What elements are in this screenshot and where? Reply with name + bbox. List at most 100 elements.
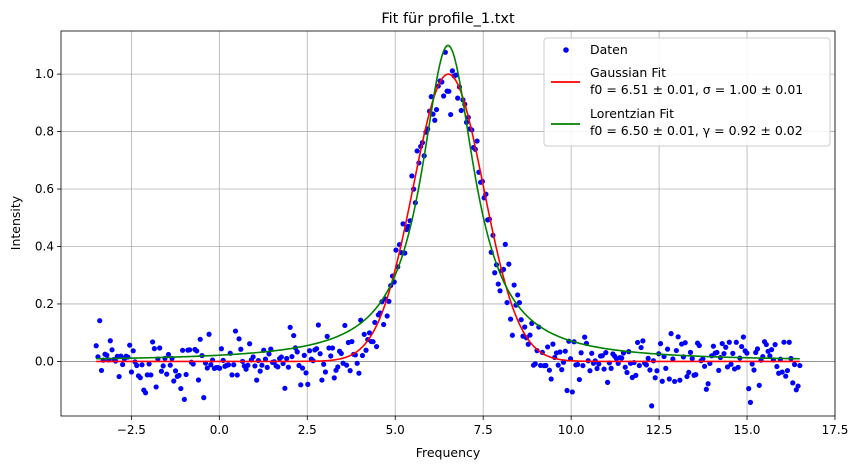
data-point — [643, 362, 649, 368]
data-point — [569, 389, 575, 395]
data-point — [151, 346, 157, 352]
data-point — [299, 365, 306, 371]
y-tick-label: 0.6 — [35, 182, 54, 196]
data-point — [303, 370, 309, 376]
data-point — [580, 362, 586, 369]
data-point — [381, 321, 387, 328]
data-point — [247, 341, 253, 347]
legend-label: Lorentzian Fit — [590, 106, 674, 121]
data-point — [164, 371, 170, 377]
data-point — [751, 367, 757, 373]
data-point — [636, 362, 642, 369]
data-point — [749, 361, 755, 367]
data-point — [747, 399, 754, 405]
legend-label: Daten — [590, 42, 628, 57]
legend-label: Gaussian Fit — [590, 65, 666, 80]
data-point — [153, 384, 159, 390]
data-point — [545, 344, 551, 350]
data-point — [730, 350, 736, 356]
data-point — [562, 348, 568, 354]
data-point — [543, 362, 549, 369]
data-point — [516, 300, 523, 306]
data-point — [756, 382, 762, 388]
data-point — [474, 138, 480, 144]
plot-area — [93, 44, 803, 409]
data-point — [605, 379, 611, 385]
data-point — [664, 346, 671, 352]
data-point — [236, 336, 242, 342]
data-point — [317, 351, 323, 357]
data-point — [255, 357, 262, 364]
data-point — [453, 72, 459, 78]
data-point — [232, 328, 239, 334]
data-point — [508, 316, 514, 322]
data-point — [633, 372, 639, 378]
data-point — [314, 346, 320, 352]
x-tick-label: −2.5 — [117, 423, 146, 437]
data-point — [703, 386, 709, 392]
data-point — [559, 367, 565, 373]
data-point — [366, 330, 373, 336]
data-point — [254, 377, 260, 383]
data-point — [578, 350, 584, 356]
data-point — [284, 355, 290, 362]
data-point — [587, 368, 593, 374]
data-point — [603, 350, 609, 356]
data-point — [208, 362, 214, 368]
data-point — [492, 270, 498, 276]
data-point — [601, 366, 607, 372]
data-point — [361, 331, 367, 337]
data-point — [710, 343, 717, 349]
data-point — [640, 338, 646, 344]
legend-sublabel: f0 = 6.51 ± 0.01, σ = 1.00 ± 0.01 — [590, 82, 803, 97]
data-point — [150, 339, 156, 345]
data-point — [335, 364, 341, 370]
data-point — [245, 362, 251, 368]
data-point — [409, 173, 415, 179]
data-point — [705, 381, 711, 387]
data-point — [433, 107, 440, 113]
data-point — [701, 363, 708, 369]
data-point — [194, 348, 200, 354]
data-point — [515, 292, 521, 298]
data-point — [167, 362, 173, 368]
data-point — [301, 352, 307, 358]
data-point — [446, 88, 452, 94]
x-axis: −2.5 0.0 2.5 5.0 7.5 10.0 12.5 15.0 17.5 — [117, 416, 848, 437]
data-point — [278, 354, 284, 360]
data-point — [575, 361, 581, 368]
data-point — [218, 346, 224, 352]
y-axis: 0.0 0.2 0.4 0.6 0.8 1.0 — [35, 67, 61, 368]
x-tick-label: 0.0 — [210, 423, 229, 437]
data-point — [264, 364, 270, 371]
data-point — [726, 339, 732, 345]
data-point — [118, 353, 124, 359]
data-point — [791, 361, 798, 368]
data-point — [234, 372, 240, 378]
data-point — [624, 369, 630, 376]
data-point — [550, 341, 556, 347]
x-axis-label: Frequency — [416, 445, 481, 460]
data-point — [693, 372, 699, 378]
legend-marker-daten — [563, 47, 569, 53]
data-point — [440, 93, 447, 99]
data-point — [684, 373, 690, 380]
gaussian-fit-line — [96, 73, 800, 363]
data-point — [495, 281, 501, 287]
data-point — [120, 361, 126, 368]
data-point — [687, 349, 694, 355]
data-point — [287, 324, 293, 330]
data-point — [315, 322, 321, 328]
data-point — [243, 366, 249, 372]
data-point — [455, 95, 461, 101]
x-tick-label: 2.5 — [298, 423, 317, 437]
data-point — [786, 339, 792, 345]
data-point — [98, 367, 105, 374]
x-tick-label: 15.0 — [734, 423, 761, 437]
data-point — [171, 378, 177, 384]
y-tick-label: 0.8 — [35, 125, 54, 139]
data-point — [458, 107, 464, 114]
data-point — [527, 332, 533, 338]
data-point — [781, 339, 787, 345]
